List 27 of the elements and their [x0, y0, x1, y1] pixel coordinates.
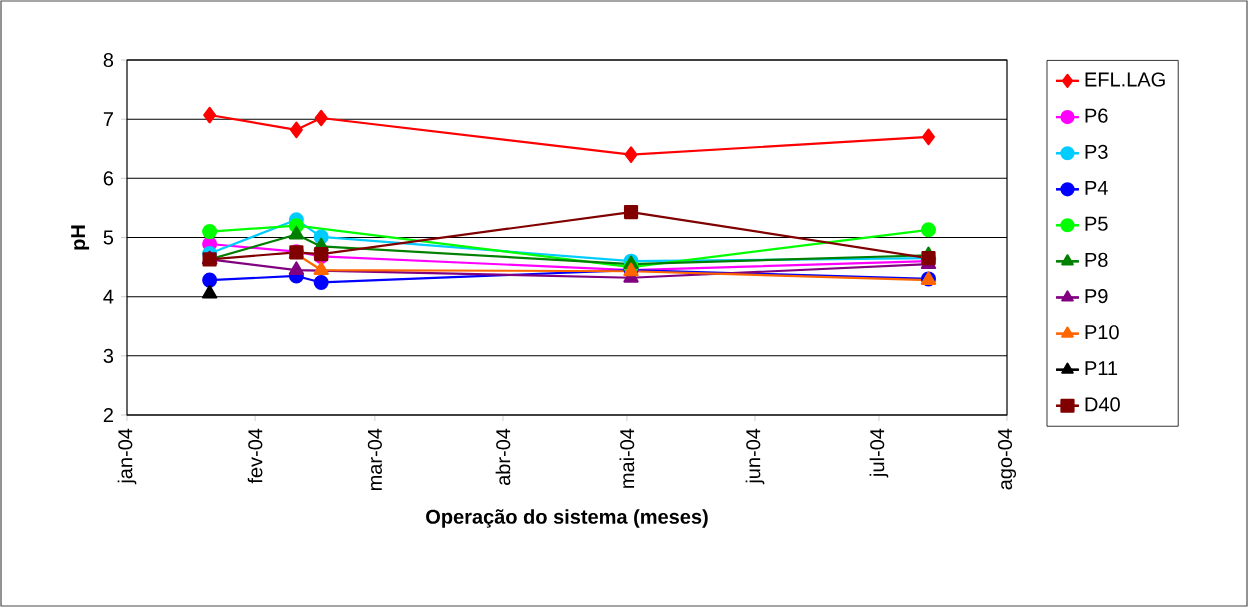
- legend-label: P8: [1085, 252, 1108, 267]
- legend-label: D40: [1085, 397, 1120, 412]
- y-tick-label: 5: [103, 230, 114, 245]
- legend-label: P3: [1085, 144, 1108, 159]
- x-tick-label: jun-04: [745, 428, 765, 485]
- y-axis-title: pH: [71, 225, 90, 250]
- legend-label: P5: [1085, 216, 1108, 231]
- y-tick-label: 2: [103, 408, 113, 422]
- x-tick-label: ago-04: [997, 428, 1017, 490]
- x-tick-label: jan-04: [117, 428, 137, 485]
- legend-label: P9: [1085, 289, 1108, 304]
- y-tick-label: 6: [103, 171, 114, 186]
- x-tick-label: mai-04: [619, 428, 635, 488]
- y-tick-label: 4: [103, 289, 114, 304]
- y-tick-label: 7: [103, 112, 113, 127]
- x-tick-label: abr-04: [495, 428, 511, 486]
- legend-label: P4: [1085, 180, 1108, 195]
- x-tick-label: fev-04: [247, 428, 263, 484]
- legend-label: P10: [1085, 325, 1119, 340]
- x-tick-label: mar-04: [367, 428, 382, 491]
- y-tick-label: 8: [103, 52, 114, 68]
- legend-label: EFL.LAG: [1085, 72, 1165, 87]
- y-tick-label: 3: [103, 348, 114, 363]
- x-tick-label: jul-04: [869, 428, 889, 478]
- legend-label: P6: [1085, 108, 1108, 123]
- legend-label: P11: [1085, 361, 1118, 376]
- x-axis-title: Operação do sistema (meses): [426, 509, 708, 528]
